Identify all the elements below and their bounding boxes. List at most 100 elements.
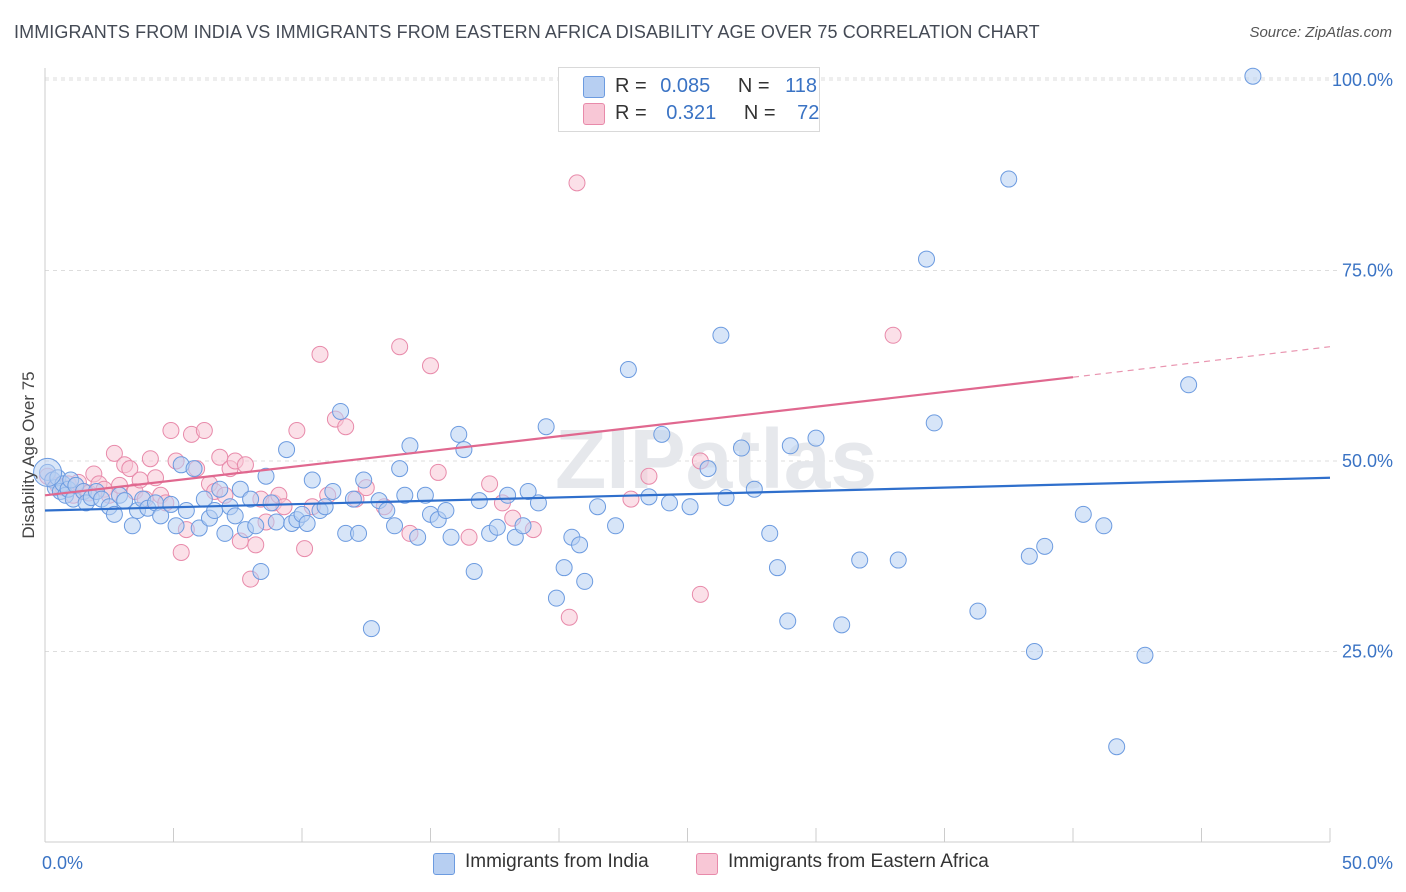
point-india <box>761 524 779 542</box>
point-india <box>969 602 987 620</box>
point-india <box>833 616 851 634</box>
legend-r-label: R = <box>615 75 647 97</box>
point-india <box>732 439 750 457</box>
point-india <box>781 437 799 455</box>
point-eastern-africa <box>884 326 902 344</box>
point-india <box>177 502 195 520</box>
point-india <box>779 612 797 630</box>
point-india <box>519 482 537 500</box>
point-india <box>396 486 414 504</box>
legend-r-value: 0.085 <box>660 75 711 97</box>
bottom-legend-swatch-eastern-africa <box>696 853 718 875</box>
watermark: ZIPatlas <box>555 412 877 506</box>
point-india <box>576 572 594 590</box>
point-eastern-africa <box>391 338 409 356</box>
point-india <box>851 551 869 569</box>
point-eastern-africa <box>691 585 709 603</box>
axes <box>44 68 1331 843</box>
point-india <box>386 517 404 535</box>
point-india <box>105 505 123 523</box>
point-eastern-africa <box>172 543 190 561</box>
point-india <box>298 514 316 532</box>
tick-labels: 25.0% 50.0% 75.0% 100.0% 0.0% 50.0% <box>42 70 1393 873</box>
point-india <box>278 441 296 459</box>
point-eastern-africa <box>247 536 265 554</box>
point-india <box>409 528 427 546</box>
point-eastern-africa <box>162 422 180 440</box>
point-india <box>247 517 265 535</box>
point-india <box>442 528 460 546</box>
legend-r-value: 0.321 <box>666 102 717 124</box>
point-eastern-africa <box>121 460 139 478</box>
point-india <box>681 498 699 516</box>
y-tick-label: 25.0% <box>1342 642 1393 662</box>
legend-n-value: 118 <box>785 75 818 97</box>
point-india <box>216 524 234 542</box>
point-india <box>925 414 943 432</box>
point-india <box>324 482 342 500</box>
point-india <box>1036 537 1054 555</box>
point-india <box>190 519 208 537</box>
legend-n-label: N = <box>737 75 770 97</box>
point-india <box>206 502 224 520</box>
point-eastern-africa <box>481 475 499 493</box>
point-india <box>589 498 607 516</box>
legend-r-label: R = <box>615 102 647 124</box>
point-india <box>1136 646 1154 664</box>
point-india <box>619 361 637 379</box>
series-eastern-africa <box>39 174 902 626</box>
x-tick-label: 0.0% <box>42 853 83 873</box>
point-india <box>123 517 141 535</box>
point-eastern-africa <box>288 422 306 440</box>
point-india <box>185 460 203 478</box>
point-india <box>1095 517 1113 535</box>
point-india <box>699 460 717 478</box>
point-india <box>226 507 244 525</box>
series-india <box>33 67 1262 756</box>
point-india <box>1025 643 1043 660</box>
y-axis-label: Disability Age Over 75 <box>19 371 38 538</box>
point-india <box>344 490 362 508</box>
point-india <box>514 517 532 535</box>
point-india <box>488 518 506 536</box>
trend-line-eastern-africa-extension <box>1072 346 1331 378</box>
stats-legend: R = 0.085 N = 118 R = 0.321 N = 72 <box>558 67 820 132</box>
point-india <box>1244 67 1262 85</box>
point-india <box>450 425 468 443</box>
point-india <box>355 471 373 489</box>
point-india <box>607 517 625 535</box>
point-india <box>262 494 280 512</box>
y-tick-label: 50.0% <box>1342 451 1393 471</box>
point-india <box>267 513 285 531</box>
point-india <box>555 559 573 577</box>
point-eastern-africa <box>337 418 355 436</box>
point-india <box>537 418 555 436</box>
legend-swatch-india <box>583 76 605 98</box>
point-eastern-africa <box>460 528 478 546</box>
point-india <box>1074 505 1092 523</box>
trend-lines <box>44 346 1331 512</box>
point-india <box>571 536 589 554</box>
point-eastern-africa <box>568 174 586 192</box>
point-eastern-africa <box>311 345 329 363</box>
point-eastern-africa <box>622 490 640 508</box>
legend-swatch-eastern-africa <box>583 103 605 125</box>
bottom-legend-label-eastern-africa: Immigrants from Eastern Africa <box>728 851 989 872</box>
point-india <box>712 326 730 344</box>
point-india <box>257 467 275 485</box>
point-india <box>231 480 249 498</box>
point-eastern-africa <box>560 608 578 626</box>
point-eastern-africa <box>640 467 658 485</box>
point-india <box>332 402 350 420</box>
point-india <box>653 425 671 443</box>
point-india <box>437 502 455 520</box>
point-india <box>889 551 907 569</box>
legend-n-value: 72 <box>797 102 820 124</box>
point-india <box>242 490 260 508</box>
bottom-legend-label-india: Immigrants from India <box>465 851 649 872</box>
point-india <box>1180 376 1198 394</box>
bottom-legend-swatch-india <box>433 853 455 875</box>
point-india <box>547 589 565 607</box>
point-india <box>1000 170 1018 188</box>
